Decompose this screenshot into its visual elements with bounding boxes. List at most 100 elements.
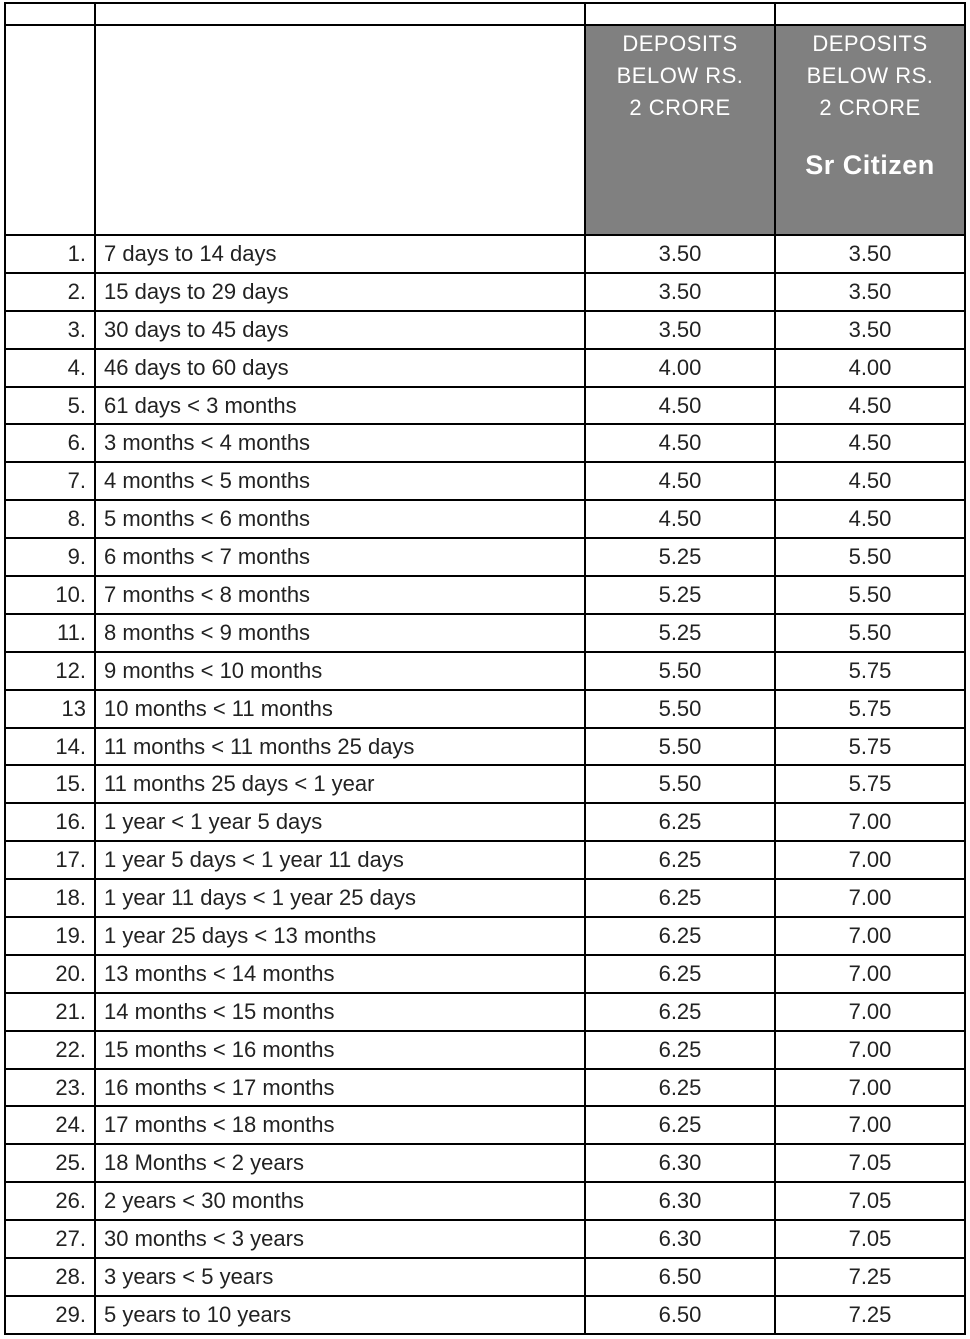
serial-number: 13 [5, 690, 95, 728]
term-label: 6 months < 7 months [95, 538, 585, 576]
term-label: 8 months < 9 months [95, 614, 585, 652]
rate-senior: 7.00 [775, 955, 965, 993]
rate-senior: 4.00 [775, 349, 965, 387]
rate-regular: 4.50 [585, 462, 775, 500]
serial-number: 19. [5, 917, 95, 955]
term-label: 15 months < 16 months [95, 1031, 585, 1069]
table-row: 20.13 months < 14 months6.257.00 [5, 955, 965, 993]
rate-regular: 6.25 [585, 1106, 775, 1144]
serial-number: 20. [5, 955, 95, 993]
term-label: 17 months < 18 months [95, 1106, 585, 1144]
rate-regular: 6.25 [585, 879, 775, 917]
serial-number: 5. [5, 387, 95, 425]
term-label: 30 days to 45 days [95, 311, 585, 349]
rate-senior: 7.25 [775, 1296, 965, 1334]
table-body: 1.7 days to 14 days3.503.502.15 days to … [5, 235, 965, 1334]
serial-number: 27. [5, 1220, 95, 1258]
rate-regular: 3.50 [585, 273, 775, 311]
rate-senior: 4.50 [775, 387, 965, 425]
rate-regular: 4.50 [585, 500, 775, 538]
rate-regular: 4.00 [585, 349, 775, 387]
table-row: 21.14 months < 15 months6.257.00 [5, 993, 965, 1031]
table-row: 11.8 months < 9 months5.255.50 [5, 614, 965, 652]
rate-senior: 4.50 [775, 424, 965, 462]
serial-number: 23. [5, 1069, 95, 1107]
header-text: 2 CRORE [819, 95, 920, 120]
serial-number: 21. [5, 993, 95, 1031]
rate-regular: 5.25 [585, 538, 775, 576]
rate-senior: 5.50 [775, 538, 965, 576]
header-text: DEPOSITS [812, 31, 927, 56]
table-header-row: DEPOSITS BELOW RS. 2 CRORE DEPOSITS BELO… [5, 25, 965, 235]
rate-regular: 5.50 [585, 652, 775, 690]
rate-regular: 6.25 [585, 917, 775, 955]
deposit-rates-table: DEPOSITS BELOW RS. 2 CRORE DEPOSITS BELO… [4, 2, 966, 1335]
rate-senior: 7.00 [775, 917, 965, 955]
rate-senior: 7.05 [775, 1220, 965, 1258]
rate-senior: 7.00 [775, 879, 965, 917]
rate-senior: 7.00 [775, 1106, 965, 1144]
serial-number: 17. [5, 841, 95, 879]
term-label: 5 years to 10 years [95, 1296, 585, 1334]
header-deposits-regular: DEPOSITS BELOW RS. 2 CRORE [585, 25, 775, 235]
rate-regular: 6.30 [585, 1144, 775, 1182]
serial-number: 6. [5, 424, 95, 462]
term-label: 18 Months < 2 years [95, 1144, 585, 1182]
term-label: 1 year 11 days < 1 year 25 days [95, 879, 585, 917]
table-row: 4.46 days to 60 days4.004.00 [5, 349, 965, 387]
term-label: 5 months < 6 months [95, 500, 585, 538]
table-stub-row [5, 3, 965, 25]
rate-regular: 4.50 [585, 387, 775, 425]
serial-number: 10. [5, 576, 95, 614]
term-label: 10 months < 11 months [95, 690, 585, 728]
rate-regular: 6.50 [585, 1258, 775, 1296]
serial-number: 26. [5, 1182, 95, 1220]
rate-senior: 3.50 [775, 273, 965, 311]
serial-number: 14. [5, 728, 95, 766]
rate-regular: 6.25 [585, 841, 775, 879]
serial-number: 24. [5, 1106, 95, 1144]
table-row: 18.1 year 11 days < 1 year 25 days6.257.… [5, 879, 965, 917]
rate-regular: 6.25 [585, 803, 775, 841]
term-label: 61 days < 3 months [95, 387, 585, 425]
rate-senior: 3.50 [775, 311, 965, 349]
header-sub: Sr Citizen [784, 146, 956, 185]
term-label: 11 months < 11 months 25 days [95, 728, 585, 766]
rate-regular: 6.50 [585, 1296, 775, 1334]
table-row: 23.16 months < 17 months6.257.00 [5, 1069, 965, 1107]
term-label: 1 year < 1 year 5 days [95, 803, 585, 841]
table-row: 15.11 months 25 days < 1 year5.505.75 [5, 765, 965, 803]
term-label: 11 months 25 days < 1 year [95, 765, 585, 803]
rate-senior: 7.25 [775, 1258, 965, 1296]
header-text: 2 CRORE [629, 95, 730, 120]
term-label: 1 year 5 days < 1 year 11 days [95, 841, 585, 879]
serial-number: 12. [5, 652, 95, 690]
term-label: 13 months < 14 months [95, 955, 585, 993]
rate-senior: 7.00 [775, 803, 965, 841]
rate-senior: 5.75 [775, 765, 965, 803]
table-row: 22.15 months < 16 months6.257.00 [5, 1031, 965, 1069]
table-row: 28.3 years < 5 years6.507.25 [5, 1258, 965, 1296]
table-row: 24.17 months < 18 months6.257.00 [5, 1106, 965, 1144]
rate-senior: 7.05 [775, 1182, 965, 1220]
serial-number: 11. [5, 614, 95, 652]
rate-regular: 5.25 [585, 576, 775, 614]
header-blank-term [95, 25, 585, 235]
rate-senior: 3.50 [775, 235, 965, 273]
rate-senior: 5.75 [775, 690, 965, 728]
term-label: 7 months < 8 months [95, 576, 585, 614]
serial-number: 3. [5, 311, 95, 349]
term-label: 4 months < 5 months [95, 462, 585, 500]
term-label: 15 days to 29 days [95, 273, 585, 311]
rate-senior: 5.50 [775, 576, 965, 614]
rate-senior: 7.00 [775, 1031, 965, 1069]
rate-regular: 6.25 [585, 1069, 775, 1107]
term-label: 7 days to 14 days [95, 235, 585, 273]
rate-regular: 6.25 [585, 993, 775, 1031]
rate-senior: 4.50 [775, 500, 965, 538]
table-row: 19.1 year 25 days < 13 months6.257.00 [5, 917, 965, 955]
table-row: 10.7 months < 8 months5.255.50 [5, 576, 965, 614]
table-row: 27.30 months < 3 years6.307.05 [5, 1220, 965, 1258]
serial-number: 8. [5, 500, 95, 538]
serial-number: 7. [5, 462, 95, 500]
